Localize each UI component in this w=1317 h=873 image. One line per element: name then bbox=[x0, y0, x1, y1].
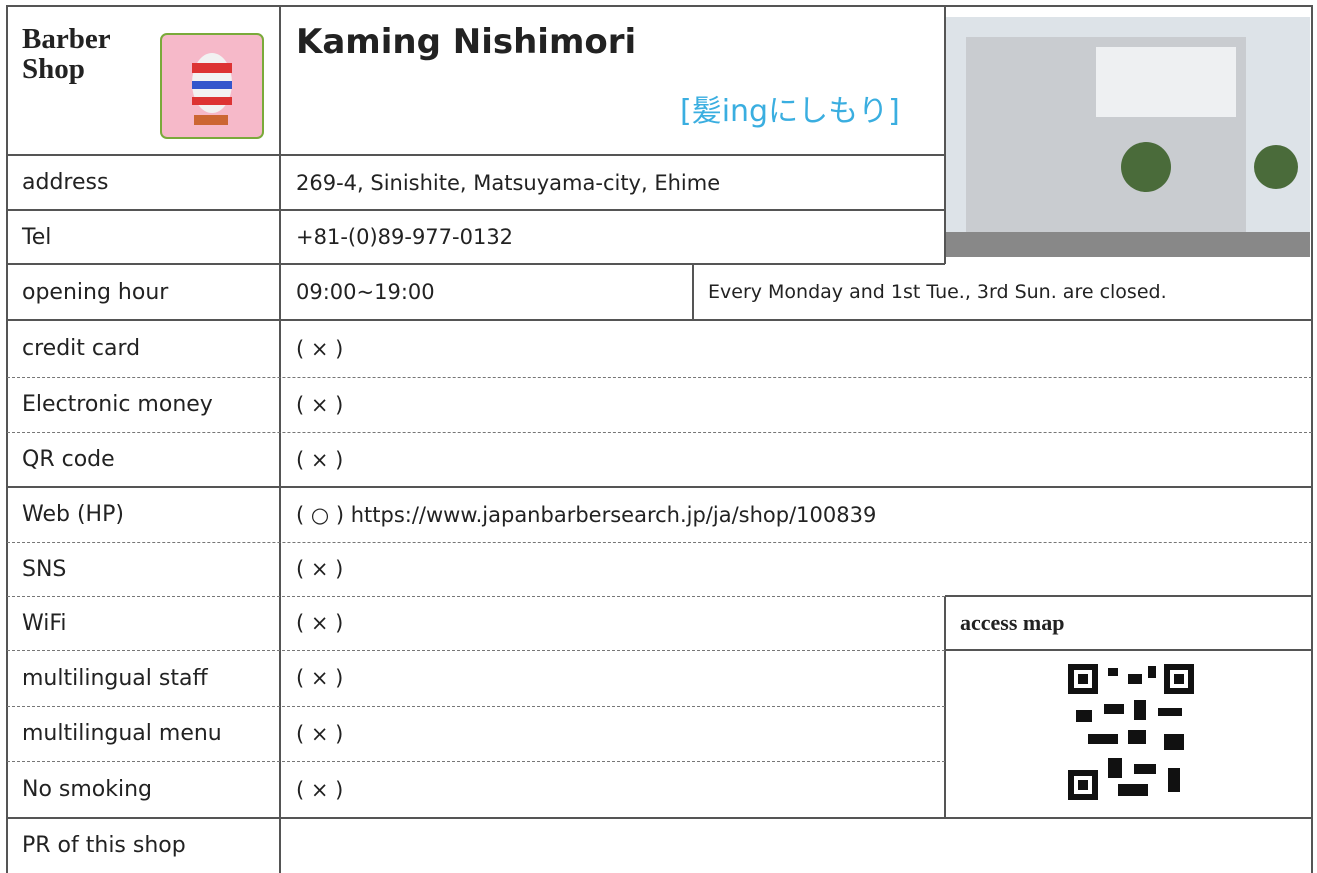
col-divider bbox=[692, 264, 694, 320]
row-divider bbox=[7, 761, 945, 762]
row-divider bbox=[7, 154, 945, 156]
row-value: +81-(0)89-977-0132 bbox=[296, 225, 514, 249]
row-label: multilingual staff bbox=[22, 665, 208, 691]
row-divider bbox=[7, 5, 1312, 7]
col-divider bbox=[6, 5, 8, 873]
row-divider bbox=[945, 649, 1312, 651]
row-divider bbox=[7, 542, 1312, 543]
row-label: SNS bbox=[22, 556, 67, 582]
col-divider bbox=[1311, 5, 1313, 873]
row-value: ( × ) bbox=[296, 721, 344, 746]
row-divider bbox=[7, 432, 1312, 433]
row-label: Web (HP) bbox=[22, 502, 124, 527]
row-label: address bbox=[22, 170, 109, 195]
row-divider bbox=[7, 209, 945, 211]
row-label: Electronic money bbox=[22, 392, 213, 417]
shop-name: Kaming Nishimori bbox=[296, 22, 637, 62]
row-divider bbox=[7, 319, 1312, 321]
row-divider bbox=[7, 596, 945, 597]
shop-name-jp: [髪ingにしもり] bbox=[680, 94, 900, 129]
col-divider bbox=[279, 5, 281, 873]
row-value: 09:00~19:00 bbox=[296, 280, 435, 304]
row-label: Tel bbox=[22, 224, 52, 250]
row-divider bbox=[945, 595, 1312, 597]
row-note: Every Monday and 1st Tue., 3rd Sun. are … bbox=[708, 281, 1167, 303]
row-value: ( × ) bbox=[296, 777, 344, 802]
row-value: ( × ) bbox=[296, 447, 344, 472]
row-label: No smoking bbox=[22, 777, 153, 802]
row-divider bbox=[7, 817, 1312, 819]
col-divider bbox=[944, 5, 946, 264]
row-divider bbox=[7, 706, 945, 707]
access-map-title: access map bbox=[960, 610, 1065, 635]
pr-label: PR of this shop bbox=[22, 833, 186, 858]
row-label: WiFi bbox=[22, 610, 67, 636]
col-divider bbox=[944, 596, 946, 818]
mascot bbox=[160, 33, 264, 139]
row-label: credit card bbox=[22, 336, 141, 361]
shop-type: Barber Shop bbox=[22, 23, 111, 85]
row-value: ( × ) bbox=[296, 336, 344, 361]
row-value: ( × ) bbox=[296, 392, 344, 417]
shop-photo bbox=[946, 17, 1310, 257]
row-value: ( × ) bbox=[296, 557, 344, 581]
row-value: ( × ) bbox=[296, 666, 344, 690]
row-label: multilingual menu bbox=[22, 721, 222, 746]
row-divider bbox=[7, 263, 945, 265]
row-value: ( × ) bbox=[296, 611, 344, 635]
row-divider bbox=[7, 486, 1312, 488]
row-value: ( ○ ) https://www.japanbarbersearch.jp/j… bbox=[296, 502, 877, 527]
qr-code bbox=[1068, 664, 1194, 800]
row-label: opening hour bbox=[22, 279, 169, 305]
row-label: QR code bbox=[22, 447, 115, 472]
row-divider bbox=[7, 650, 945, 651]
row-divider bbox=[7, 377, 1312, 378]
row-value: 269-4, Sinishite, Matsuyama-city, Ehime bbox=[296, 170, 721, 195]
